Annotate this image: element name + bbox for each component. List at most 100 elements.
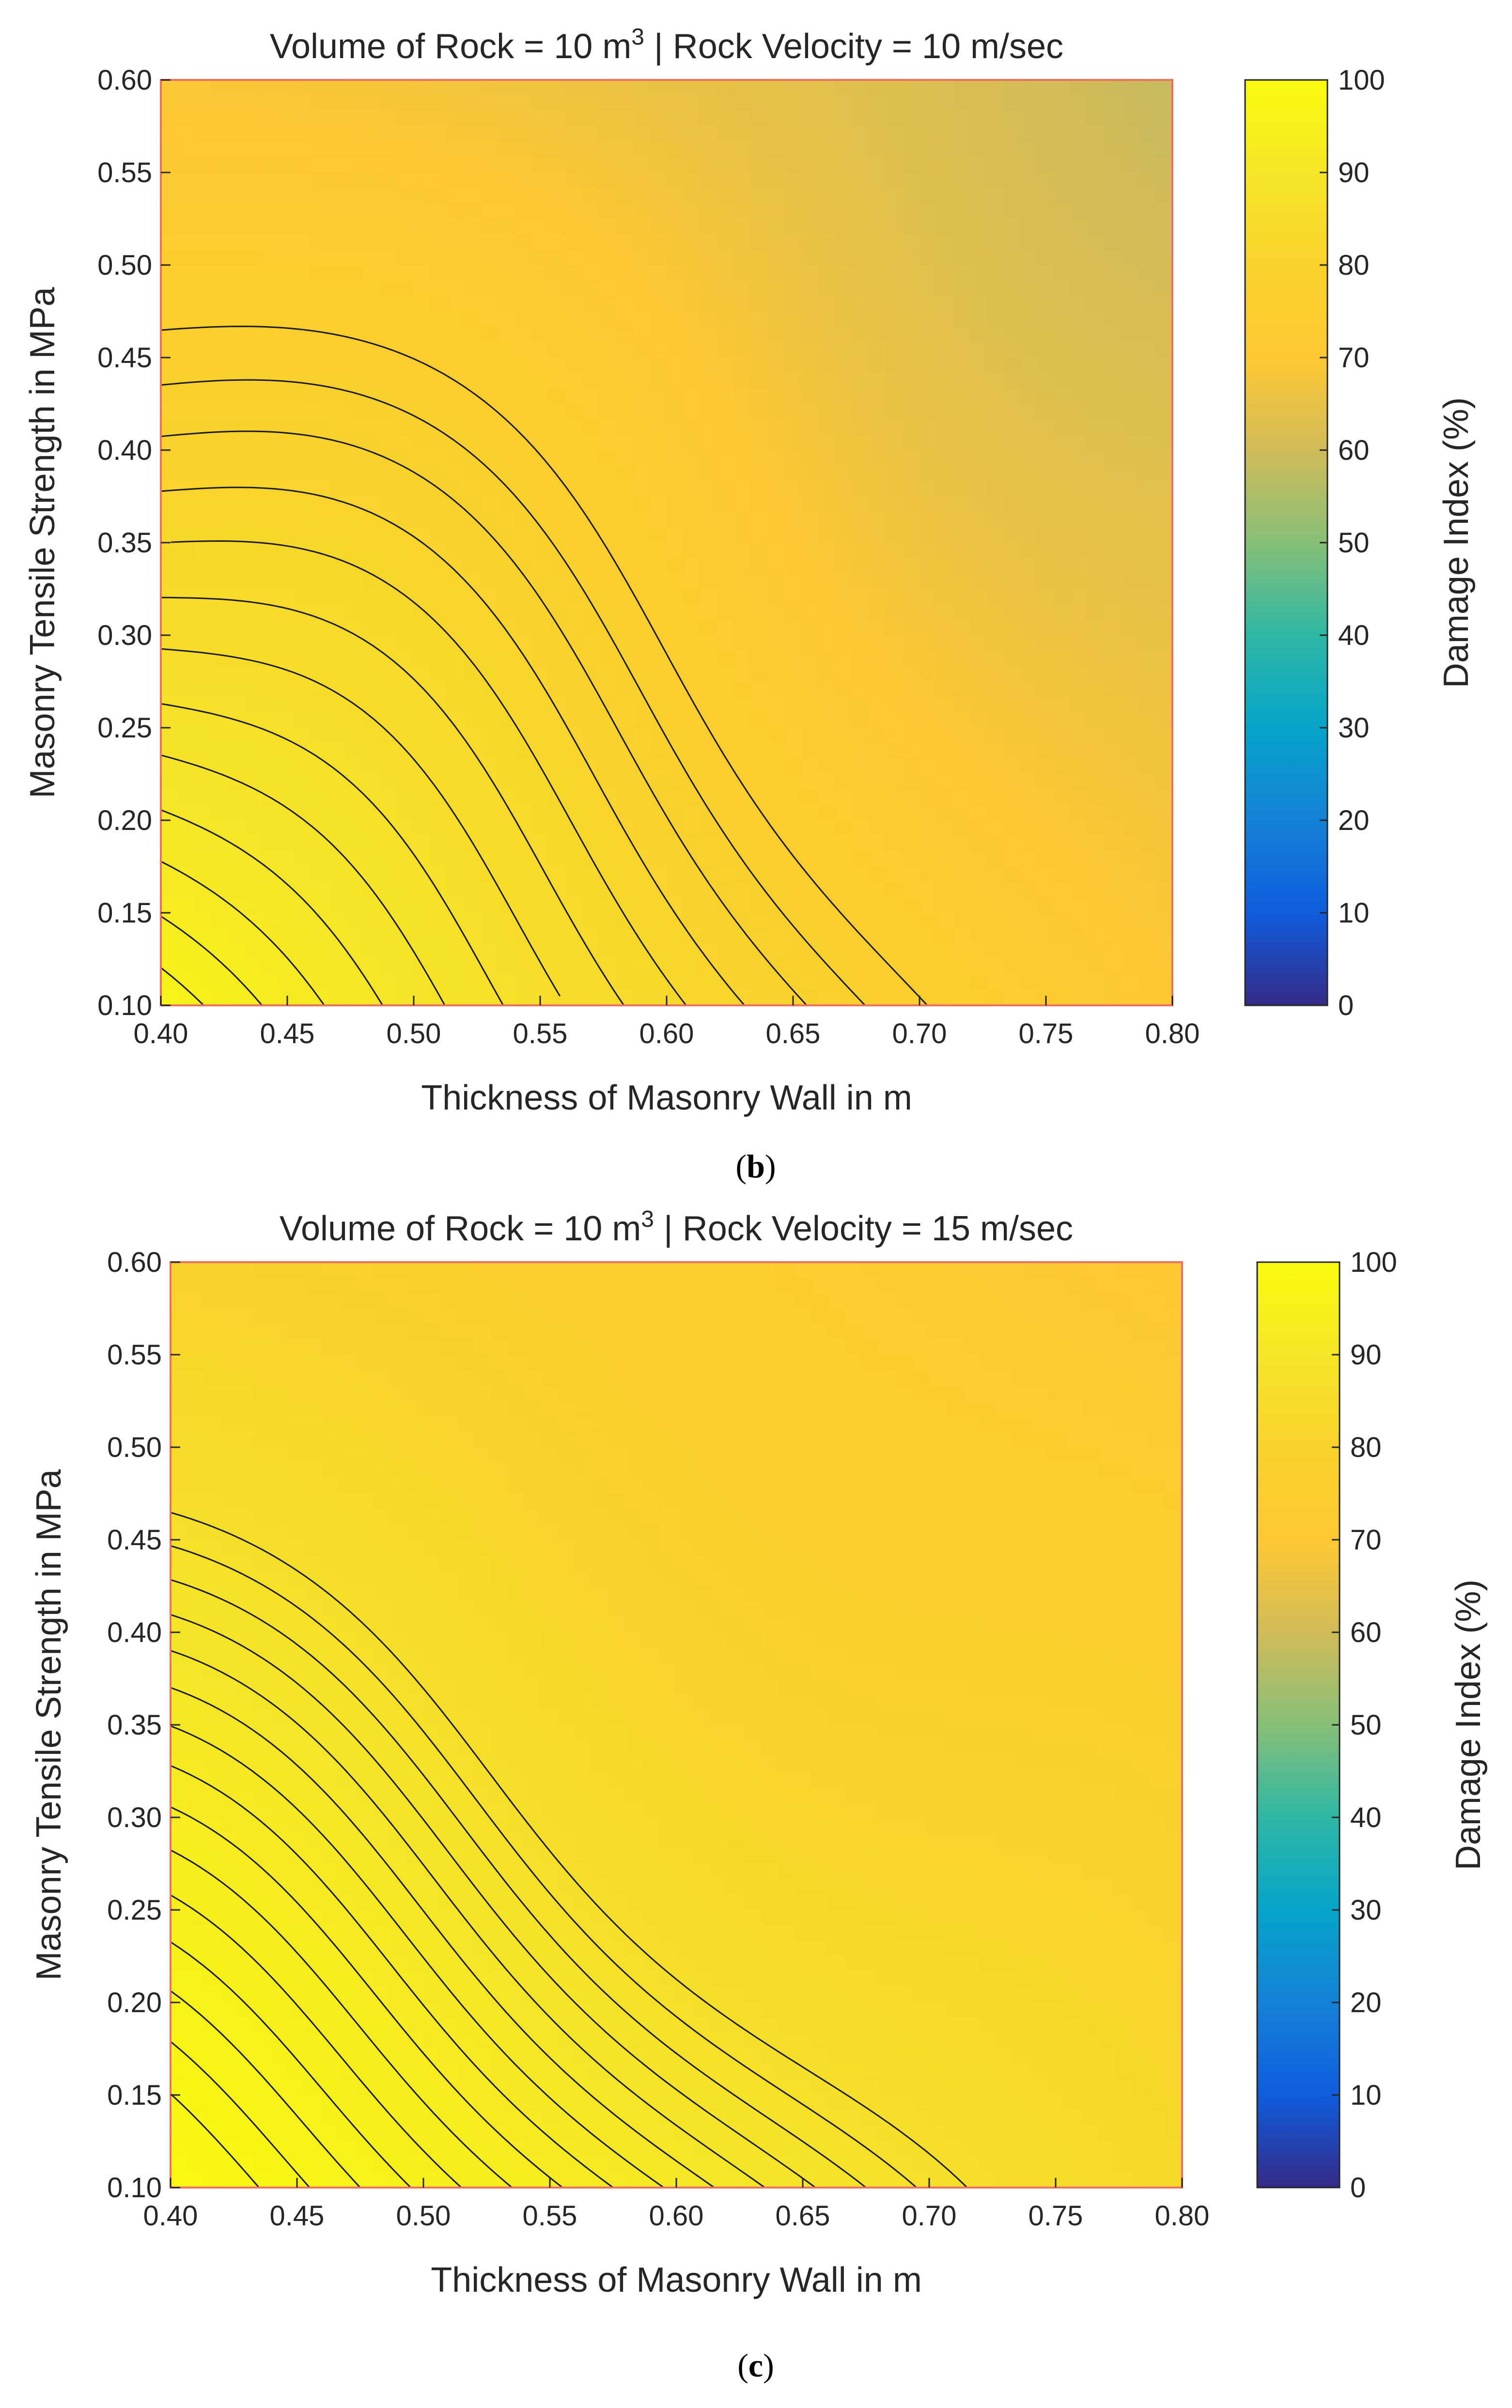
contour-fill-cell: [903, 358, 920, 374]
contour-fill-cell: [329, 126, 347, 142]
contour-fill-cell: [683, 157, 701, 173]
contour-fill-cell: [1064, 1401, 1081, 1417]
contour-fill-cell: [953, 728, 971, 744]
contour-fill-cell: [440, 1493, 458, 1510]
contour-fill-cell: [329, 681, 347, 698]
contour-fill-cell: [608, 1570, 626, 1587]
contour-fill-cell: [667, 435, 684, 451]
contour-fill-cell: [592, 1308, 609, 1325]
x-tick-label: 0.50: [387, 1018, 441, 1049]
contour-fill-cell: [886, 296, 903, 312]
contour-fill-cell: [1030, 1524, 1048, 1540]
contour-fill-cell: [946, 1401, 964, 1417]
contour-fill-cell: [895, 1370, 913, 1386]
contour-fill-cell: [1088, 913, 1106, 929]
contour-fill-cell: [903, 882, 920, 898]
contour-fill-cell: [245, 296, 263, 312]
contour-fill-cell: [204, 1339, 222, 1355]
contour-fill-cell: [717, 805, 734, 821]
contour-fill-cell: [869, 419, 887, 435]
contour-fill-cell: [929, 1339, 947, 1355]
contour-fill-cell: [1138, 80, 1156, 96]
contour-fill-cell: [1047, 1370, 1065, 1386]
contour-fill-cell: [878, 1416, 896, 1432]
contour-fill-cell: [1105, 265, 1122, 281]
contour-fill-cell: [447, 512, 465, 528]
contour-fill-cell: [852, 311, 870, 328]
contour-fill-cell: [565, 203, 583, 219]
contour-fill-cell: [1138, 650, 1156, 667]
contour-fill-cell: [329, 203, 347, 219]
contour-fill-cell: [734, 404, 751, 420]
contour-fill-cell: [531, 573, 549, 590]
contour-fill-cell: [414, 450, 431, 466]
contour-fill-cell: [279, 527, 296, 543]
contour-fill-cell: [1155, 743, 1172, 759]
contour-fill-cell: [599, 573, 617, 590]
contour-fill-cell: [717, 250, 734, 266]
contour-fill-cell: [920, 943, 937, 960]
contour-fill-cell: [761, 1293, 778, 1309]
contour-fill-cell: [508, 1462, 525, 1479]
contour-fill-cell: [1071, 758, 1089, 775]
contour-fill-cell: [1155, 419, 1172, 435]
contour-fill-cell: [625, 1555, 643, 1571]
contour-fill-cell: [616, 450, 634, 466]
contour-fill-cell: [970, 157, 987, 173]
contour-fill-cell: [767, 296, 785, 312]
contour-fill-cell: [194, 95, 212, 111]
contour-fill-cell: [1004, 943, 1021, 960]
contour-fill-cell: [784, 404, 802, 420]
contour-fill-cell: [1081, 1540, 1098, 1556]
contour-fill-cell: [1054, 157, 1072, 173]
contour-fill-cell: [987, 805, 1004, 821]
contour-fill-cell: [1155, 789, 1172, 805]
contour-fill-cell: [1064, 1478, 1081, 1494]
contour-fill-cell: [633, 95, 650, 111]
contour-fill-cell: [751, 897, 768, 913]
contour-fill-cell: [464, 265, 482, 281]
contour-fill-cell: [531, 388, 549, 405]
contour-fill-cell: [346, 342, 364, 358]
contour-fill-cell: [1088, 835, 1106, 852]
contour-fill-cell: [1098, 1339, 1115, 1355]
contour-fill-cell: [498, 188, 515, 204]
contour-fill-cell: [633, 650, 650, 667]
contour-fill-cell: [970, 928, 987, 944]
contour-fill-cell: [481, 126, 499, 142]
contour-fill-cell: [177, 373, 195, 389]
contour-fill-cell: [447, 481, 465, 497]
contour-fill-cell: [734, 650, 751, 667]
contour-fill-cell: [734, 697, 751, 713]
contour-fill-cell: [296, 650, 313, 667]
contour-fill-cell: [1098, 1462, 1115, 1479]
contour-fill-cell: [558, 1540, 576, 1556]
contour-fill-cell: [1071, 666, 1089, 682]
contour-fill-cell: [1122, 95, 1139, 111]
contour-fill-cell: [1037, 126, 1055, 142]
contour-fill-cell: [835, 959, 853, 975]
contour-fill-cell: [1155, 543, 1172, 559]
contour-fill-cell: [491, 1324, 508, 1340]
contour-fill-cell: [886, 635, 903, 651]
contour-fill-cell: [481, 157, 499, 173]
contour-fill-cell: [531, 234, 549, 250]
contour-fill-cell: [1030, 1324, 1048, 1340]
contour-fill-cell: [481, 805, 499, 821]
contour-fill-cell: [886, 712, 903, 728]
contour-fill-cell: [373, 1324, 390, 1340]
contour-fill-cell: [498, 635, 515, 651]
contour-fill-cell: [296, 358, 313, 374]
contour-fill-cell: [912, 1385, 930, 1402]
contour-fill-cell: [582, 789, 600, 805]
contour-fill-cell: [734, 743, 751, 759]
contour-fill-cell: [440, 1324, 458, 1340]
contour-fill-cell: [363, 866, 381, 883]
contour-fill-cell: [734, 558, 751, 574]
contour-fill-cell: [828, 1432, 845, 1448]
contour-fill-cell: [970, 620, 987, 636]
contour-fill-cell: [498, 296, 515, 312]
contour-fill-cell: [390, 1540, 407, 1556]
contour-fill-cell: [548, 835, 566, 852]
contour-fill-cell: [363, 573, 381, 590]
